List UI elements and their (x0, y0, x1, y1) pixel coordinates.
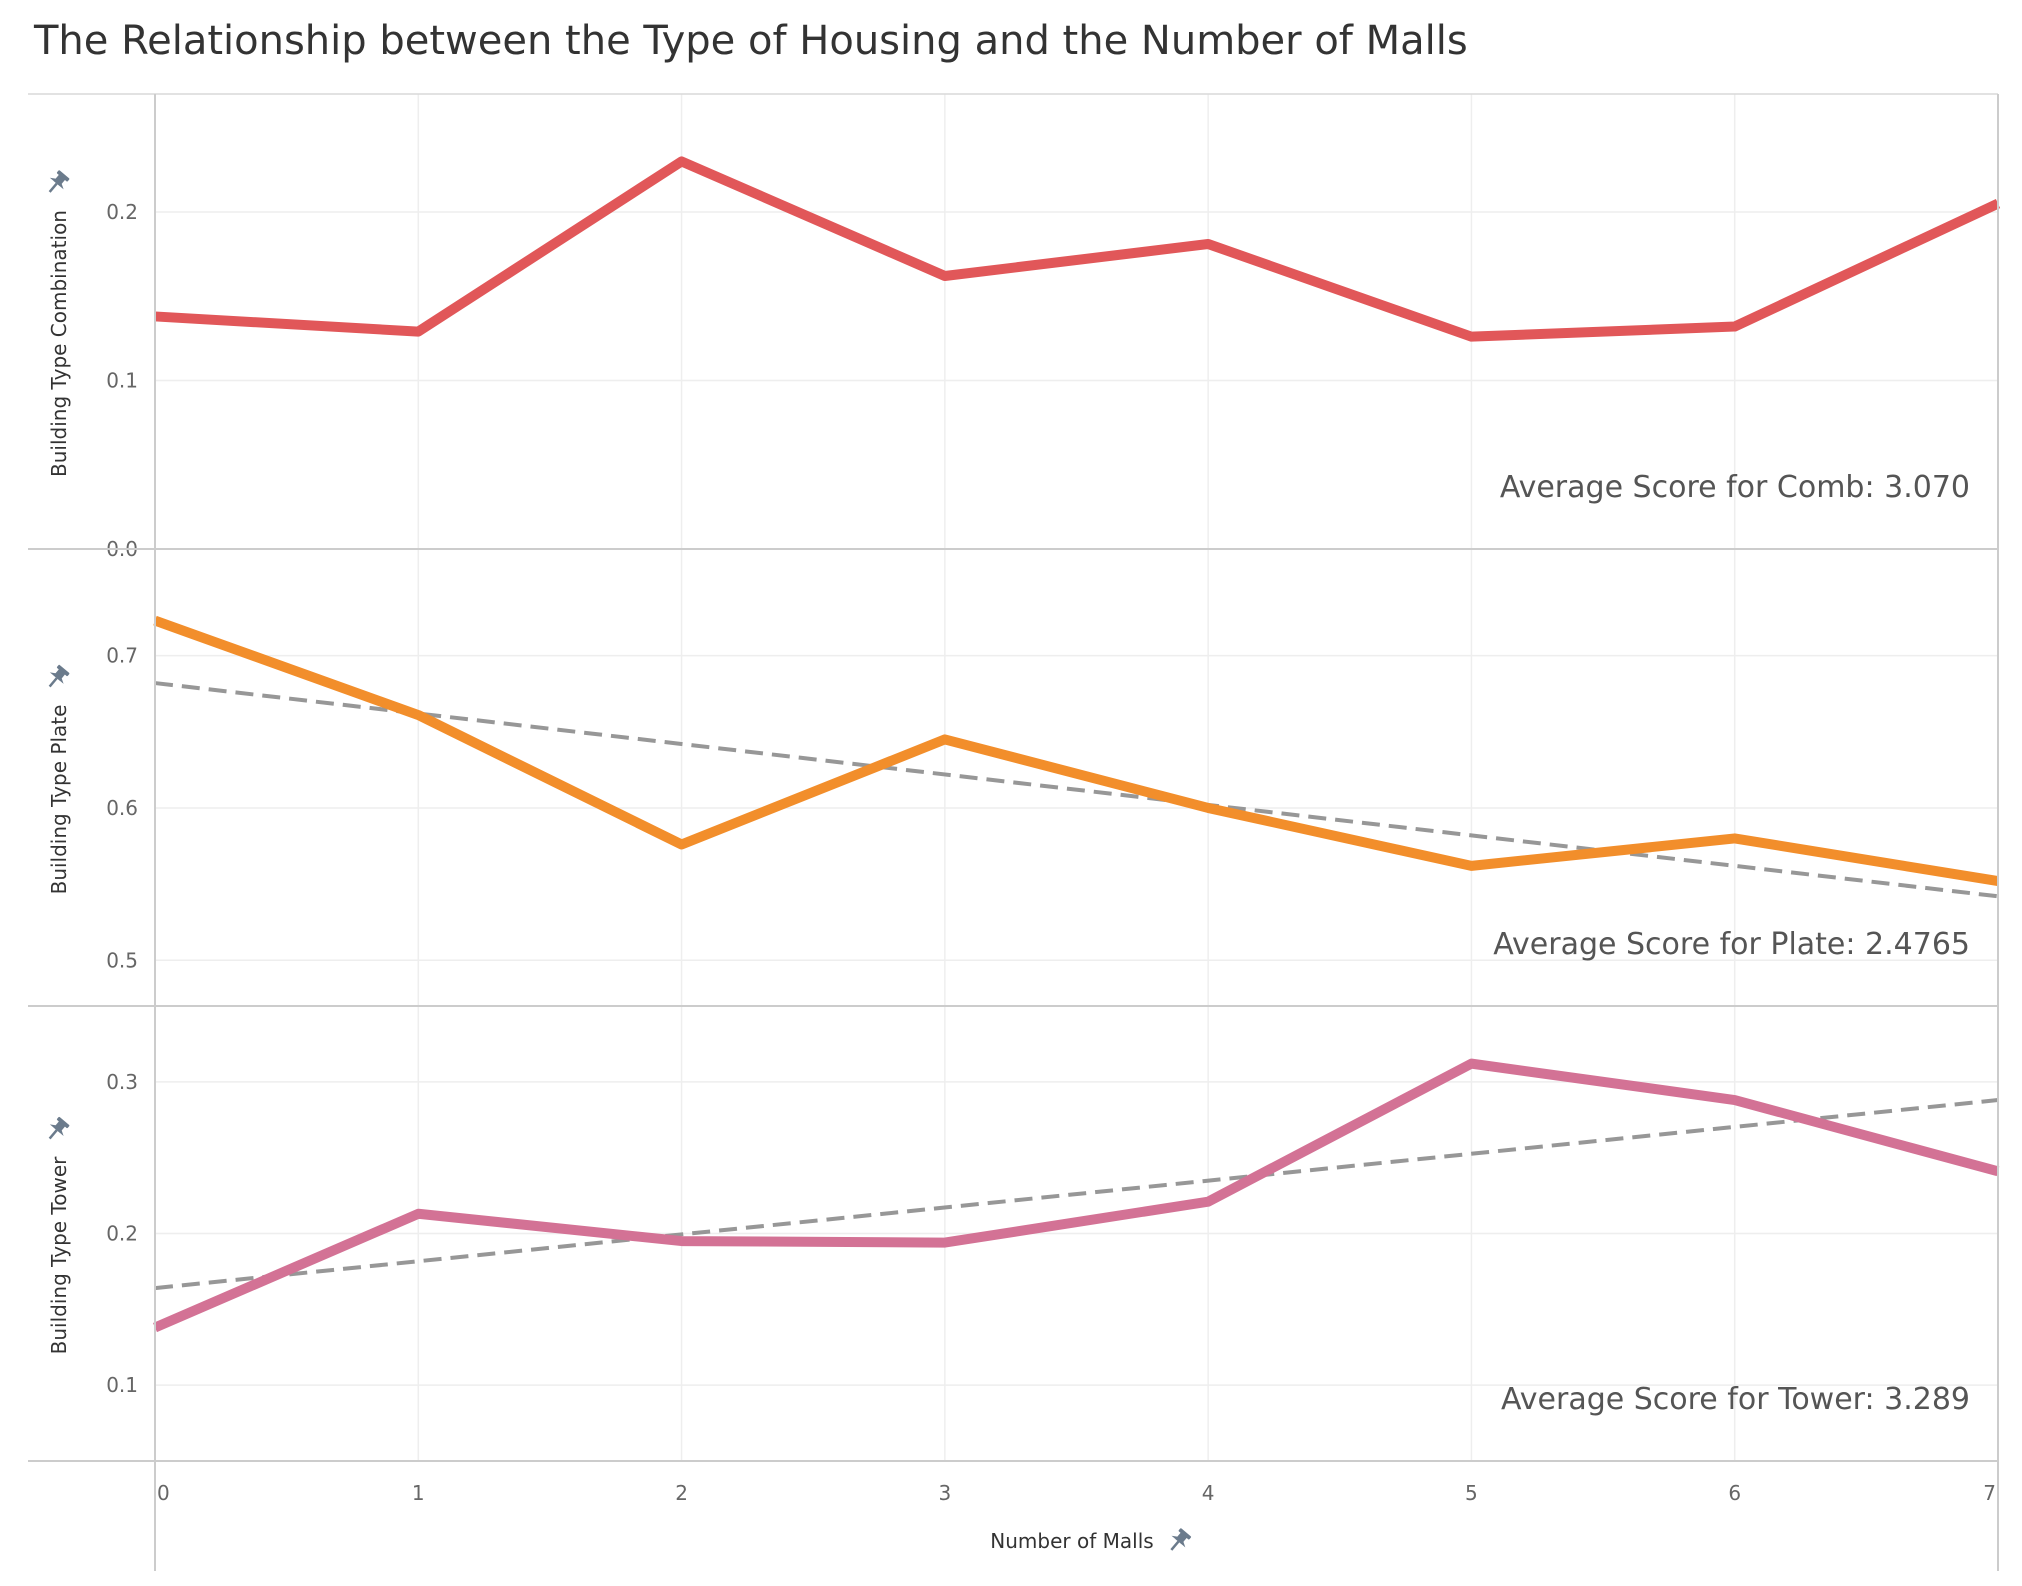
series-line-tower (153, 1058, 2000, 1333)
y-tick-label: 0.1 (106, 1373, 138, 1397)
y-axis-title-plate: Building Type Plate (47, 705, 71, 895)
y-tick-label: 0.6 (106, 796, 138, 820)
x-tick-label: 7 (1983, 1481, 1996, 1505)
y-tick-label: 0.2 (106, 200, 138, 224)
annotation-combination: Average Score for Comb: 3.070 (1500, 470, 1970, 505)
y-tick-label: 0.2 (106, 1222, 138, 1246)
pin-icon (48, 170, 70, 193)
annotation-tower: Average Score for Tower: 3.289 (1501, 1382, 1970, 1417)
series-line-combination (154, 156, 2001, 342)
x-tick-label: 5 (1465, 1481, 1478, 1505)
x-axis-title: Number of Malls (990, 1529, 1153, 1553)
x-tick-label: 2 (675, 1481, 688, 1505)
x-tick-label: 0 (157, 1481, 170, 1505)
x-axis: 0 1 2 3 4 5 6 7 Number of Malls (157, 1481, 1996, 1553)
annotation-plate: Average Score for Plate: 2.4765 (1493, 927, 1970, 962)
y-tick-label: 0.5 (106, 948, 138, 972)
pin-icon (1170, 1528, 1192, 1551)
series-line-plate (153, 615, 1999, 887)
y-axis-title-combination: Building Type Combination (47, 210, 71, 477)
y-tick-label: 0.7 (106, 644, 138, 668)
trend-line-tower (154, 1098, 1999, 1291)
y-axis-title-tower: Building Type Tower (47, 1156, 71, 1355)
x-tick-label: 6 (1728, 1481, 1741, 1505)
pin-icon (48, 1116, 70, 1140)
y-tick-label: 0.1 (106, 368, 138, 392)
trend-line-plate (154, 681, 1999, 899)
y-tick-label: 0.3 (106, 1070, 138, 1094)
chart-title: The Relationship between the Type of Hou… (34, 18, 1468, 64)
panel-plate: 0.5 0.6 0.7 Average Score for Plate: 2.4765… (28, 615, 1999, 1007)
x-tick-label: 3 (938, 1481, 951, 1505)
x-tick-label: 4 (1202, 1481, 1215, 1505)
pin-icon (48, 664, 70, 688)
x-tick-label: 1 (412, 1481, 425, 1505)
panel-tower: 0.1 0.2 0.3 Average Score for Tower: 3.289 B… (28, 1058, 2000, 1462)
